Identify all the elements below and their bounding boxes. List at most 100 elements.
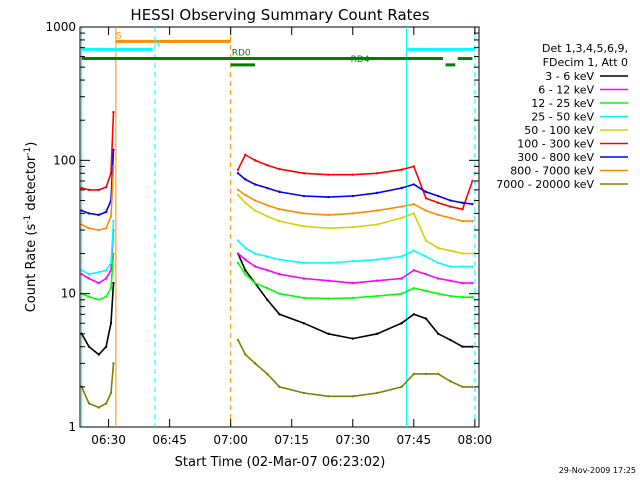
data-point-6-0-2 <box>97 213 101 217</box>
data-point-8-1-3 <box>266 372 269 376</box>
data-point-6-1-11 <box>424 190 428 194</box>
series-line-8-seg-1 <box>237 339 473 398</box>
data-point-8-1-1 <box>244 353 247 356</box>
data-point-4-0-0 <box>236 193 240 197</box>
data-point-5-0-2 <box>97 188 101 192</box>
data-point-7-1-10 <box>412 202 416 206</box>
series-line-0-seg-1 <box>237 253 473 348</box>
data-point-7-1-12 <box>437 213 440 217</box>
data-point-7-1-4 <box>278 208 281 211</box>
data-point-3-1-15 <box>471 265 474 268</box>
y-tick-label-1: 10 <box>61 287 76 301</box>
data-point-2-0-1 <box>87 295 91 298</box>
series-line-8-seg-0 <box>80 363 115 409</box>
data-point-3-0-4 <box>109 261 113 265</box>
data-point-5-1-0 <box>236 168 240 171</box>
data-point-7-1-2 <box>253 199 257 202</box>
data-point-0-1-4 <box>278 313 281 316</box>
data-point-7-1-1 <box>244 193 247 197</box>
data-point-2-1-15 <box>471 296 474 299</box>
data-point-2-1-2 <box>253 281 257 285</box>
data-point-3-0-0 <box>80 268 83 272</box>
data-point-4-0-11 <box>424 239 428 242</box>
data-point-6-1-1 <box>244 178 247 181</box>
data-point-6-0-0 <box>80 209 83 212</box>
data-point-3-0-1 <box>87 272 91 276</box>
data-point-5-1-2 <box>253 159 257 162</box>
x-tick-label-4: 07:30 <box>335 433 370 447</box>
data-point-7-1-14 <box>461 219 464 223</box>
data-point-3-1-6 <box>327 261 330 265</box>
data-point-3-1-5 <box>302 261 306 265</box>
data-point-4-0-13 <box>449 249 452 252</box>
data-point-7-0-2 <box>97 228 101 232</box>
data-point-3-1-14 <box>461 265 464 268</box>
data-point-7-1-7 <box>351 212 354 215</box>
data-point-3-1-13 <box>449 265 452 268</box>
data-point-3-1-9 <box>400 255 403 258</box>
data-point-4-0-10 <box>412 212 416 215</box>
legend-header-2: FDecim 1, Att 0 <box>543 56 628 69</box>
data-point-2-1-13 <box>449 294 452 298</box>
data-point-1-1-5 <box>302 277 306 280</box>
data-point-7-0-3 <box>104 226 108 230</box>
data-point-6-1-9 <box>400 186 403 190</box>
data-point-7-1-13 <box>449 216 452 220</box>
series-line-1-seg-1 <box>237 252 473 284</box>
data-point-1-1-11 <box>424 272 428 276</box>
series-line-7-seg-0 <box>81 166 115 231</box>
data-point-0-1-5 <box>302 322 306 325</box>
legend: Det 1,3,4,5,6,9, FDecim 1, Att 0 3 - 6 k… <box>496 42 628 191</box>
data-point-2-1-6 <box>327 297 330 300</box>
data-point-6-0-5 <box>112 148 115 151</box>
data-point-0-1-14 <box>461 345 464 348</box>
data-point-1-1-10 <box>412 268 416 272</box>
data-point-2-0-3 <box>104 295 108 298</box>
data-point-6-1-3 <box>266 186 269 190</box>
data-point-7-0-1 <box>87 226 91 230</box>
data-point-4-0-15 <box>471 252 474 255</box>
data-point-0-0-3 <box>104 345 108 348</box>
data-point-8-1-9 <box>400 385 403 389</box>
data-point-6-1-12 <box>437 194 440 198</box>
data-point-4-0-8 <box>375 223 379 226</box>
legend-label-0: 3 - 6 keV <box>545 70 594 83</box>
data-point-7-1-11 <box>424 209 428 212</box>
data-point-1-1-1 <box>244 258 247 261</box>
series-line-1-seg-0 <box>81 230 115 285</box>
data-point-1-1-3 <box>266 268 269 272</box>
series-line-2-seg-0 <box>81 253 115 301</box>
flag-label-0: S <box>116 31 122 41</box>
data-point-3-1-0 <box>236 239 240 242</box>
data-point-8-1-2 <box>253 362 257 365</box>
data-point-3-1-3 <box>266 255 269 258</box>
x-tick-label-2: 07:00 <box>213 433 248 447</box>
x-tick-label-0: 06:30 <box>91 433 126 447</box>
data-point-1-1-7 <box>351 281 354 285</box>
data-point-8-1-15 <box>471 385 474 389</box>
data-point-1-1-15 <box>471 281 474 285</box>
data-point-1-1-2 <box>253 265 257 268</box>
data-point-2-1-8 <box>375 294 379 298</box>
data-point-8-0-3 <box>104 402 108 405</box>
legend-label-8: 7000 - 20000 keV <box>496 178 594 191</box>
data-point-1-1-4 <box>278 272 281 276</box>
data-point-0-0-5 <box>112 281 115 285</box>
data-point-2-0-5 <box>112 252 115 255</box>
data-point-4-0-3 <box>266 215 269 218</box>
data-point-1-1-9 <box>400 277 403 280</box>
data-point-0-1-1 <box>244 268 247 272</box>
data-point-2-1-3 <box>266 286 269 290</box>
data-point-4-0-9 <box>400 216 403 220</box>
data-point-2-1-0 <box>236 261 240 265</box>
data-point-5-1-15 <box>471 179 474 183</box>
data-point-5-0-5 <box>112 110 115 114</box>
data-point-2-1-10 <box>412 286 416 290</box>
x-tick-label-3: 07:15 <box>274 433 309 447</box>
x-tick-label-1: 06:45 <box>152 433 187 447</box>
data-point-6-1-14 <box>461 201 464 205</box>
data-point-8-1-8 <box>375 391 379 395</box>
data-point-8-1-0 <box>236 338 240 342</box>
data-point-8-1-10 <box>412 372 416 376</box>
